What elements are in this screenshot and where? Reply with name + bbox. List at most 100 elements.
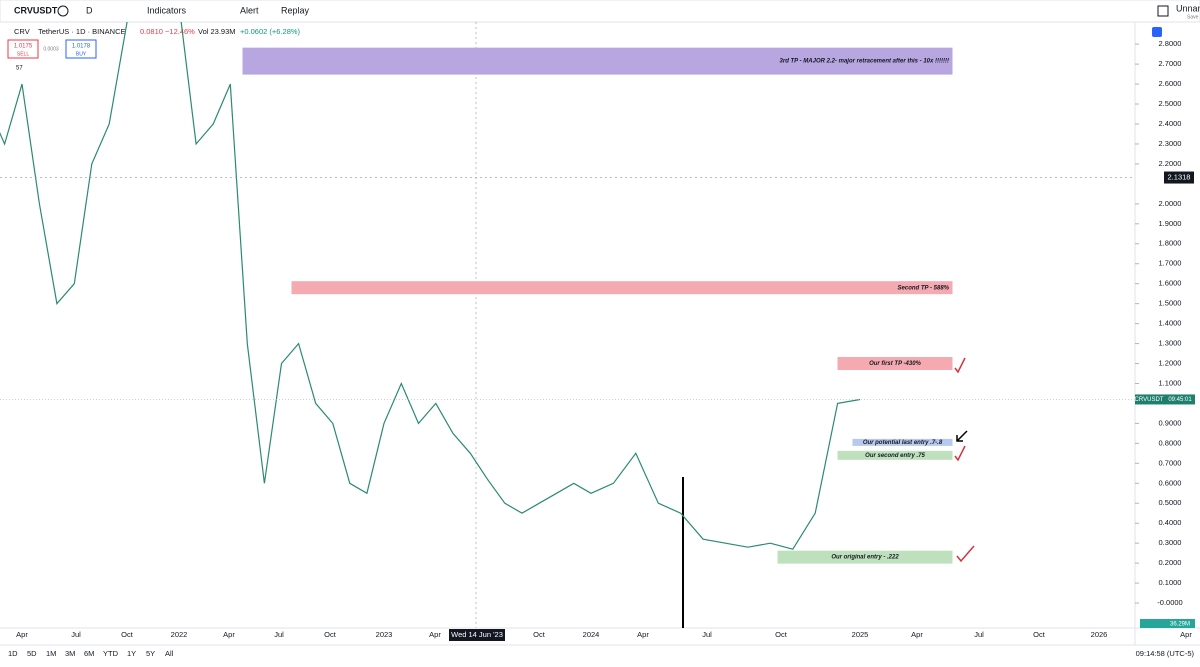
zone-label: Second TP - 588% [898, 285, 950, 291]
zone [837, 450, 953, 460]
y-tick-label: 2.8000 [1159, 39, 1182, 48]
alert-button[interactable]: Alert [240, 5, 259, 15]
x-tick-label: Apr [1180, 630, 1192, 639]
x-tick-label: Jul [702, 630, 712, 639]
y-tick-label: 2.0000 [1159, 199, 1182, 208]
y-tick-label: 1.5000 [1159, 299, 1182, 308]
buy-price[interactable]: 1.0178 [72, 44, 91, 50]
zone [852, 438, 953, 446]
symbol-search[interactable]: CRVUSDT [14, 5, 58, 15]
y-tick-label: 1.3000 [1159, 339, 1182, 348]
y-tick-label: 0.9000 [1159, 418, 1182, 427]
spread: 0.0003 [43, 46, 59, 52]
x-tick-label: Oct [324, 630, 337, 639]
y-tick-label: 1.7000 [1159, 259, 1182, 268]
x-tick-label: Apr [429, 630, 441, 639]
y-tick-label: 0.8000 [1159, 438, 1182, 447]
price-plot [0, 22, 861, 550]
range-button[interactable]: All [165, 649, 174, 658]
arrow-icon [956, 430, 968, 442]
zone-label: Our first TP -430% [869, 361, 921, 367]
x-tick-label: Jul [974, 630, 984, 639]
legend-volume: Vol 23.93M [198, 27, 236, 36]
add-symbol[interactable] [57, 5, 69, 17]
range-button[interactable]: 1D [8, 649, 18, 658]
y-tick-label: 0.3000 [1159, 538, 1182, 547]
x-tick-label: Wed 14 Jun '23 [451, 630, 503, 639]
x-tick-label: 2025 [852, 630, 869, 639]
range-button[interactable]: 5Y [146, 649, 155, 658]
price-line [0, 22, 861, 550]
check-icon [954, 445, 966, 462]
buy-button[interactable] [65, 39, 97, 59]
x-tick-label: 2024 [583, 630, 600, 639]
layout-name[interactable]: Unnam [1176, 3, 1200, 13]
legend-symbol: CRV [14, 27, 30, 36]
sell-button[interactable] [7, 39, 39, 59]
range-button[interactable]: 6M [84, 649, 94, 658]
zone-label: Our second entry .75 [865, 453, 925, 459]
y-tick-label: 2.6000 [1159, 79, 1182, 88]
y-tick-label: 1.1000 [1159, 378, 1182, 387]
save-label[interactable]: Save [1187, 14, 1199, 20]
x-tick-label: Jul [274, 630, 284, 639]
buy-label[interactable]: BUY [76, 51, 87, 57]
zone-label: 3rd TP - MAJOR 2.2- major retracement af… [780, 59, 949, 65]
legend-change: +0.0602 (+6.28%) [240, 27, 301, 36]
check-icon [954, 357, 966, 374]
x-tick-label: Jul [71, 630, 81, 639]
y-tick-label: 1.2000 [1159, 359, 1182, 368]
zone [837, 357, 953, 371]
indicators-button[interactable]: Indicators [147, 5, 187, 15]
range-button[interactable]: 3M [65, 649, 75, 658]
last-price-symbol: CRVUSDT [1135, 397, 1164, 403]
y-tick-label: 2.7000 [1159, 59, 1182, 68]
y-tick-label: 1.9000 [1159, 219, 1182, 228]
y-tick-label: 2.3000 [1159, 139, 1182, 148]
sell-price[interactable]: 1.0175 [14, 44, 33, 50]
x-tick-label: 2026 [1091, 630, 1108, 639]
indicator-count: 57 [16, 66, 23, 72]
last-price-countdown: 09:45:01 [1168, 397, 1192, 403]
zone-label: Our potential last entry .7-.8 [863, 440, 943, 446]
replay-button[interactable]: Replay [281, 5, 310, 15]
y-tick-label: 0.6000 [1159, 478, 1182, 487]
volume-label: 36.29M [1170, 622, 1190, 628]
crosshair-price: 2.1318 [1168, 173, 1191, 182]
range-button[interactable]: 1Y [127, 649, 136, 658]
clock: 09:14:58 (UTC-5) [1136, 649, 1195, 658]
range-button[interactable]: YTD [103, 649, 119, 658]
range-button[interactable]: 5D [27, 649, 37, 658]
zone [291, 281, 953, 295]
last-price-box [1135, 394, 1195, 405]
y-tick-label: 1.6000 [1159, 279, 1182, 288]
y-tick-label: 2.5000 [1159, 99, 1182, 108]
y-tick-label: 0.2000 [1159, 558, 1182, 567]
crosshair-price-box [1164, 171, 1194, 184]
x-tick-label: Apr [911, 630, 923, 639]
y-tick-label: 0.7000 [1159, 458, 1182, 467]
x-tick-label: Apr [223, 630, 235, 639]
legend-ohlc: 0.0810 −12.46% [140, 27, 195, 36]
y-tick-label: 2.4000 [1159, 119, 1182, 128]
range-button[interactable]: 1M [46, 649, 56, 658]
x-tick-label: 2023 [376, 630, 393, 639]
x-tick-label: 2022 [171, 630, 188, 639]
crosshair-time-box [449, 629, 505, 641]
layout-icon[interactable] [1157, 5, 1169, 17]
x-tick-label: Apr [16, 630, 28, 639]
x-tick-label: Oct [533, 630, 546, 639]
zone [242, 47, 953, 75]
auto-scale-button[interactable] [1152, 27, 1162, 37]
zone-label: Our original entry - .222 [831, 555, 899, 561]
toolbar [0, 0, 1200, 23]
y-tick-label: 0.4000 [1159, 518, 1182, 527]
volume-box [1140, 619, 1195, 628]
interval[interactable]: D [86, 5, 93, 15]
sell-label[interactable]: SELL [17, 51, 29, 57]
y-tick-label: 0.1000 [1159, 578, 1182, 587]
x-tick-label: Oct [1033, 630, 1046, 639]
check-icon [956, 545, 975, 563]
